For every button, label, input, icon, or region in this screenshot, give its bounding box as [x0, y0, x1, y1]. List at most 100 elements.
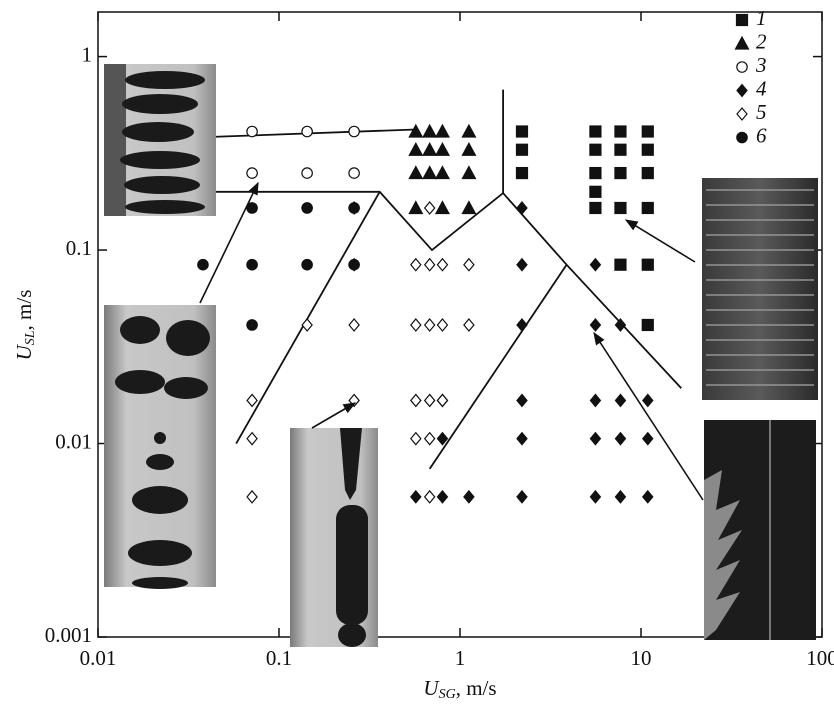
- marker-circle: [247, 260, 257, 270]
- marker-triangle: [436, 167, 449, 179]
- marker-diamond: [411, 433, 421, 445]
- marker-diamond: [464, 259, 474, 271]
- photo-drop: [154, 432, 166, 444]
- photo-drop: [120, 316, 160, 344]
- y-tick-label: 0.1: [66, 236, 92, 260]
- photo-drop: [166, 320, 210, 356]
- marker-square: [590, 144, 601, 155]
- marker-diamond: [737, 108, 747, 120]
- legend-label: 5: [756, 100, 767, 124]
- legend-label: 6: [756, 123, 767, 147]
- marker-diamond: [615, 319, 625, 331]
- marker-diamond: [437, 433, 447, 445]
- marker-triangle: [409, 167, 422, 179]
- marker-diamond: [464, 319, 474, 331]
- marker-square: [516, 168, 527, 179]
- insets: [104, 64, 818, 647]
- x-tick-label: 0.1: [266, 646, 292, 670]
- marker-diamond: [425, 491, 435, 503]
- marker-diamond: [411, 394, 421, 406]
- marker-square: [642, 168, 653, 179]
- marker-diamond: [425, 202, 435, 214]
- legend-label: 2: [756, 29, 767, 53]
- boundaries: [216, 90, 682, 469]
- y-tick-label: 1: [82, 42, 93, 66]
- marker-circle: [247, 168, 257, 178]
- marker-square: [590, 168, 601, 179]
- boundary-line: [236, 192, 380, 444]
- marker-triangle: [423, 167, 436, 179]
- marker-circle: [349, 260, 359, 270]
- marker-square: [642, 144, 653, 155]
- marker-diamond: [590, 433, 600, 445]
- marker-triangle: [409, 143, 422, 155]
- marker-diamond: [437, 394, 447, 406]
- marker-diamond: [464, 491, 474, 503]
- marker-triangle: [462, 201, 475, 213]
- marker-diamond: [411, 319, 421, 331]
- marker-square: [590, 186, 601, 197]
- marker-diamond: [590, 319, 600, 331]
- x-tick-label: 0.01: [80, 646, 117, 670]
- photo-drop: [132, 486, 188, 514]
- marker-diamond: [517, 433, 527, 445]
- marker-diamond: [517, 202, 527, 214]
- marker-diamond: [615, 433, 625, 445]
- x-tick-label: 10: [631, 646, 652, 670]
- marker-diamond: [247, 433, 257, 445]
- marker-circle: [349, 126, 359, 136]
- marker-triangle: [423, 143, 436, 155]
- marker-square: [516, 126, 527, 137]
- marker-circle: [737, 132, 747, 142]
- marker-triangle: [423, 125, 436, 137]
- marker-circle: [302, 203, 312, 213]
- marker-circle: [247, 126, 257, 136]
- inset-photo: [104, 305, 216, 589]
- marker-square: [615, 168, 626, 179]
- marker-triangle: [436, 143, 449, 155]
- y-tick-label: 0.01: [55, 429, 92, 453]
- boundary-line: [216, 129, 416, 136]
- marker-square: [590, 202, 601, 213]
- marker-triangle: [436, 125, 449, 137]
- marker-circle: [302, 126, 312, 136]
- marker-diamond: [425, 433, 435, 445]
- marker-circle: [198, 260, 208, 270]
- legend: 123456: [736, 6, 768, 148]
- marker-circle: [247, 320, 257, 330]
- marker-diamond: [411, 491, 421, 503]
- y-label-subscript: SL: [23, 330, 38, 345]
- photo-drop: [115, 370, 165, 394]
- marker-diamond: [437, 319, 447, 331]
- marker-triangle: [409, 125, 422, 137]
- marker-square: [642, 126, 653, 137]
- inset-photo: [104, 64, 216, 216]
- marker-square: [615, 144, 626, 155]
- marker-square: [615, 202, 626, 213]
- photo-shade: [104, 64, 126, 216]
- marker-circle: [302, 168, 312, 178]
- photo-slug: [124, 176, 200, 194]
- marker-diamond: [247, 491, 257, 503]
- marker-circle: [349, 203, 359, 213]
- marker-diamond: [615, 394, 625, 406]
- marker-square: [590, 126, 601, 137]
- marker-square: [615, 126, 626, 137]
- arrow: [626, 220, 695, 262]
- marker-diamond: [517, 491, 527, 503]
- marker-diamond: [643, 433, 653, 445]
- photo-slug: [125, 200, 205, 214]
- marker-circle: [349, 168, 359, 178]
- marker-diamond: [517, 394, 527, 406]
- marker-diamond: [590, 394, 600, 406]
- marker-circle: [737, 62, 747, 72]
- arrow: [312, 403, 355, 428]
- photo-slug: [336, 505, 368, 625]
- marker-square: [737, 15, 748, 26]
- marker-square: [642, 202, 653, 213]
- marker-circle: [302, 260, 312, 270]
- photo-drop: [338, 623, 366, 647]
- arrow: [594, 333, 703, 500]
- y-axis-label: USL, m/s: [12, 290, 38, 361]
- x-label-subscript: SG: [439, 687, 456, 702]
